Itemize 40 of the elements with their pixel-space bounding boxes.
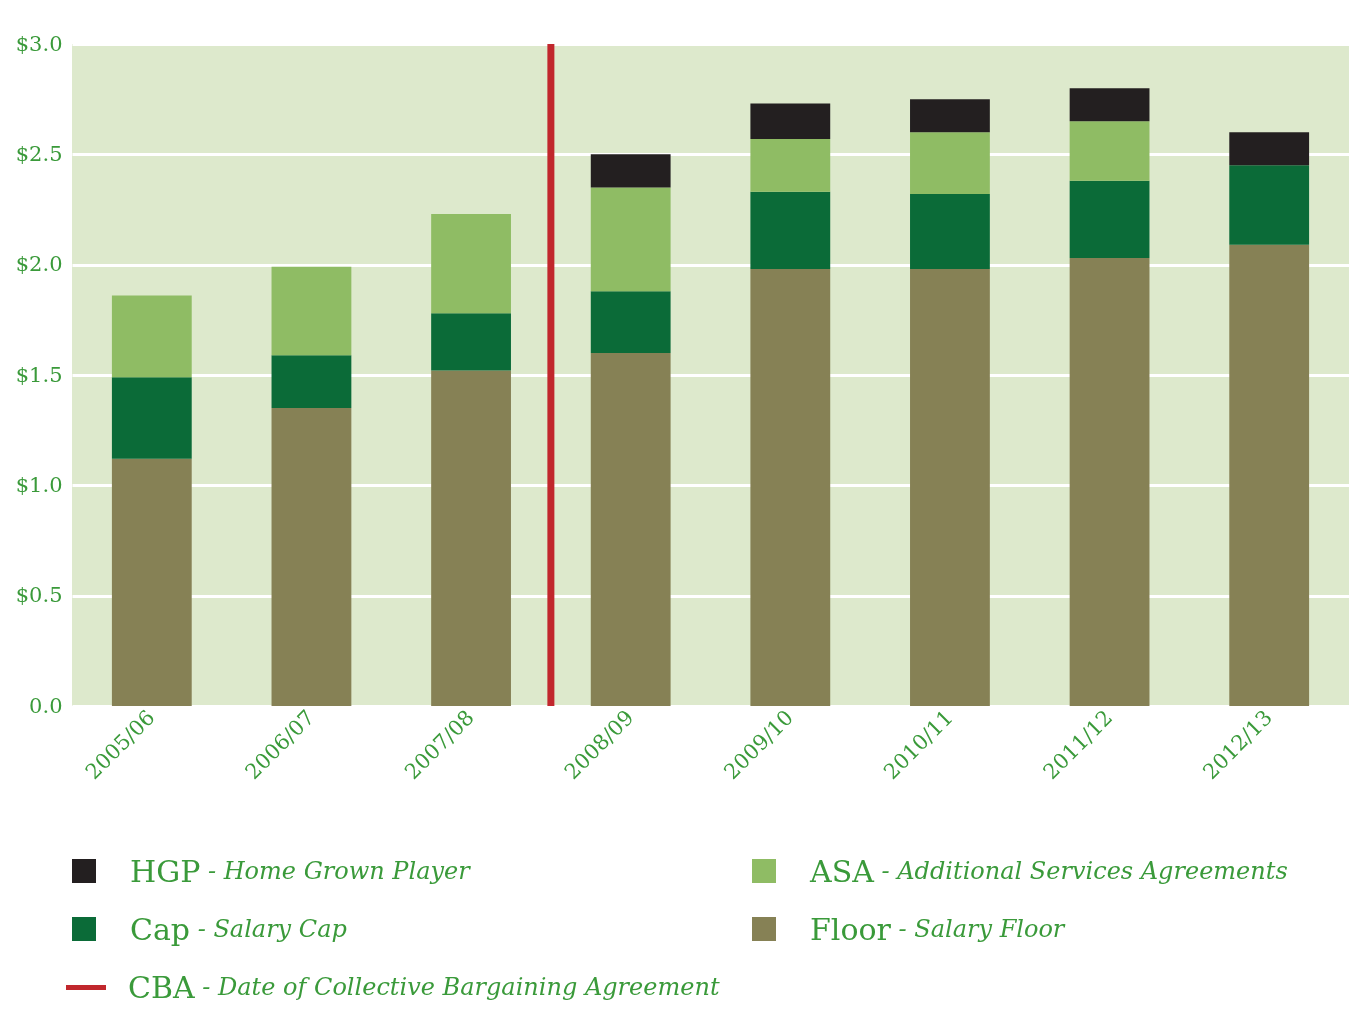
bar bbox=[910, 194, 990, 270]
bar bbox=[910, 99, 990, 133]
bar bbox=[590, 291, 671, 353]
y-tick-label: $1.5 bbox=[15, 362, 63, 387]
bar bbox=[431, 213, 511, 314]
legend-label: ASA - Additional Services Agreements bbox=[810, 853, 1288, 889]
bar bbox=[431, 313, 511, 371]
y-tick-label: $3.0 bbox=[15, 31, 63, 56]
bar bbox=[111, 377, 192, 459]
bar bbox=[431, 370, 511, 706]
bar bbox=[750, 103, 831, 139]
y-tick-label: 0.0 bbox=[29, 693, 63, 718]
bar bbox=[750, 138, 831, 192]
bar bbox=[750, 269, 831, 706]
bar bbox=[1069, 258, 1150, 706]
bar bbox=[910, 132, 990, 195]
bar bbox=[590, 154, 671, 188]
y-tick-label: $0.5 bbox=[15, 583, 63, 608]
bar bbox=[111, 458, 192, 706]
legend-label: CBA - Date of Collective Bargaining Agreement bbox=[128, 969, 720, 1005]
legend-label: Floor - Salary Floor bbox=[810, 911, 1065, 947]
y-tick-label: $2.5 bbox=[15, 141, 63, 166]
bar bbox=[1069, 180, 1150, 259]
bar bbox=[590, 352, 671, 706]
bar bbox=[1229, 165, 1310, 245]
bar bbox=[910, 269, 990, 706]
bar bbox=[271, 355, 352, 409]
bar bbox=[590, 187, 671, 292]
bar bbox=[1069, 121, 1150, 181]
bar bbox=[111, 295, 192, 378]
bar bbox=[1069, 88, 1150, 122]
y-tick-label: $1.0 bbox=[15, 472, 63, 497]
legend-label: Cap - Salary Cap bbox=[130, 911, 347, 947]
bar bbox=[271, 408, 352, 706]
bar bbox=[1229, 132, 1310, 166]
y-tick-label: $2.0 bbox=[15, 252, 63, 277]
bar bbox=[750, 191, 831, 270]
bar bbox=[1229, 244, 1310, 706]
bar bbox=[271, 266, 352, 356]
legend-label: HGP - Home Grown Player bbox=[130, 853, 470, 889]
